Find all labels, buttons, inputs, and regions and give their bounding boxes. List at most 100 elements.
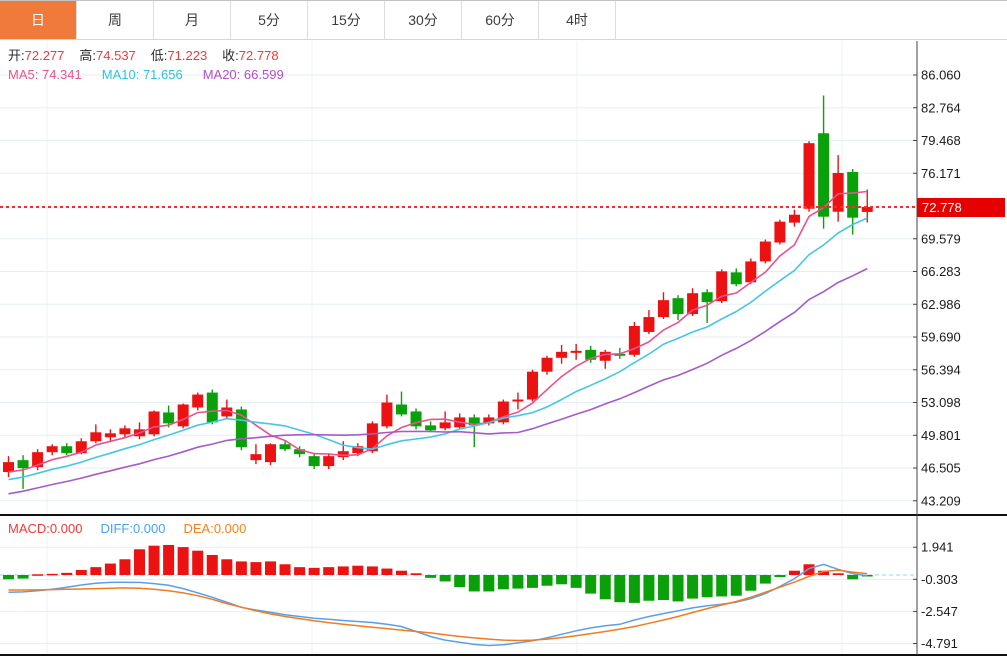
- macd-bar: [468, 575, 480, 592]
- price-tick-label: 49.801: [921, 428, 961, 443]
- candle: [672, 295, 684, 321]
- macd-bar: [730, 575, 742, 596]
- price-axis: 86.060 82.764 79.468 76.171 69.579 66.283 62.9…: [913, 41, 961, 655]
- macd-bar: [75, 569, 87, 575]
- macd-bar: [745, 575, 757, 591]
- ma5-line: [8, 190, 868, 473]
- price-tick-label: 66.283: [921, 264, 961, 279]
- candle: [556, 344, 568, 364]
- candle: [483, 414, 495, 426]
- price-tick-label: 59.690: [921, 330, 961, 345]
- ma10-label: MA10:: [101, 67, 140, 82]
- candle: [221, 399, 233, 420]
- price-tick-label: 62.986: [921, 297, 961, 312]
- macd-bar: [541, 575, 553, 586]
- candle: [425, 421, 437, 433]
- price-tick-label: 56.394: [921, 362, 961, 377]
- macd-bar: [570, 575, 582, 588]
- macd-bar: [701, 575, 713, 598]
- high-label: 高:: [79, 48, 97, 63]
- candle: [745, 258, 757, 285]
- candle: [381, 394, 393, 429]
- price-tick-label: 82.764: [921, 100, 961, 115]
- dea-label: DEA:: [183, 521, 214, 536]
- candle: [468, 414, 480, 448]
- candle: [788, 209, 800, 227]
- macd-bar: [366, 566, 378, 575]
- tab-15min[interactable]: 15分: [308, 1, 385, 39]
- candle: [832, 155, 844, 222]
- macd-tick-label: -4.791: [921, 636, 958, 651]
- macd-bar: [614, 575, 626, 603]
- macd-bar: [643, 575, 655, 601]
- candle: [395, 391, 407, 417]
- candle: [585, 345, 597, 363]
- tab-30min[interactable]: 30分: [385, 1, 462, 39]
- tab-60min[interactable]: 60分: [462, 1, 539, 39]
- macd-bar: [687, 575, 699, 599]
- macd-bar: [221, 559, 233, 575]
- ma10-value: 71.656: [142, 67, 183, 82]
- diff-label: DIFF:: [100, 521, 133, 536]
- macd-bar: [104, 563, 116, 575]
- candle: [439, 411, 451, 431]
- tab-4hour[interactable]: 4时: [539, 1, 616, 39]
- candle: [46, 444, 58, 456]
- open-label: 开:: [8, 48, 25, 63]
- macd-bar: [250, 562, 262, 575]
- macd-bar: [323, 567, 335, 575]
- tab-5min[interactable]: 5分: [231, 1, 308, 39]
- macd-bar: [425, 575, 437, 578]
- candle: [512, 392, 524, 410]
- candle: [308, 453, 320, 470]
- macd-bar: [90, 567, 102, 575]
- ohlc-summary: 开:72.277 高:74.537 低:71.223 收:72.778: [8, 45, 294, 64]
- macd-bar: [177, 547, 189, 575]
- tab-week[interactable]: 周: [77, 1, 154, 39]
- bottom-border: [0, 654, 1007, 656]
- macd-bar: [847, 575, 859, 580]
- macd-bar: [526, 575, 538, 588]
- ma20-line: [8, 267, 868, 495]
- candle: [148, 410, 160, 437]
- candle: [687, 288, 699, 317]
- macd-bar: [410, 573, 422, 575]
- candle: [643, 310, 655, 334]
- price-tick-label: 79.468: [921, 133, 961, 148]
- ma-summary: MA5: 74.341 MA10: 71.656 MA20: 66.599: [8, 67, 284, 82]
- macd-bar: [672, 575, 684, 602]
- open-value: 72.277: [24, 48, 65, 63]
- macd-bar: [788, 570, 800, 575]
- candle: [657, 292, 669, 320]
- candle: [104, 429, 116, 443]
- macd-bar: [206, 554, 218, 575]
- macd-bar: [308, 567, 320, 575]
- candle: [264, 443, 276, 466]
- ma10-line: [8, 217, 868, 481]
- macd-bar: [61, 572, 73, 575]
- high-value: 74.537: [96, 48, 136, 63]
- macd-bar: [556, 575, 568, 585]
- candle: [3, 456, 14, 478]
- tab-day[interactable]: 日: [0, 1, 77, 39]
- macd-bar: [716, 575, 728, 597]
- price-tick-label: 69.579: [921, 231, 961, 246]
- macd-bar: [774, 575, 786, 578]
- macd-bar: [119, 559, 131, 575]
- macd-bar: [512, 575, 524, 589]
- price-tick-label: 46.505: [921, 461, 961, 476]
- macd-bar: [352, 565, 364, 575]
- current-price-label: 72.778: [917, 198, 1005, 217]
- macd-bar: [294, 567, 306, 575]
- tab-month[interactable]: 月: [154, 1, 231, 39]
- candle: [206, 389, 218, 425]
- candle: [818, 95, 830, 229]
- candle: [803, 141, 815, 212]
- candle: [774, 219, 786, 245]
- candle: [163, 405, 175, 428]
- macd-tick-label: 1.941: [921, 540, 954, 555]
- macd-bar: [483, 575, 495, 592]
- candle: [730, 268, 742, 287]
